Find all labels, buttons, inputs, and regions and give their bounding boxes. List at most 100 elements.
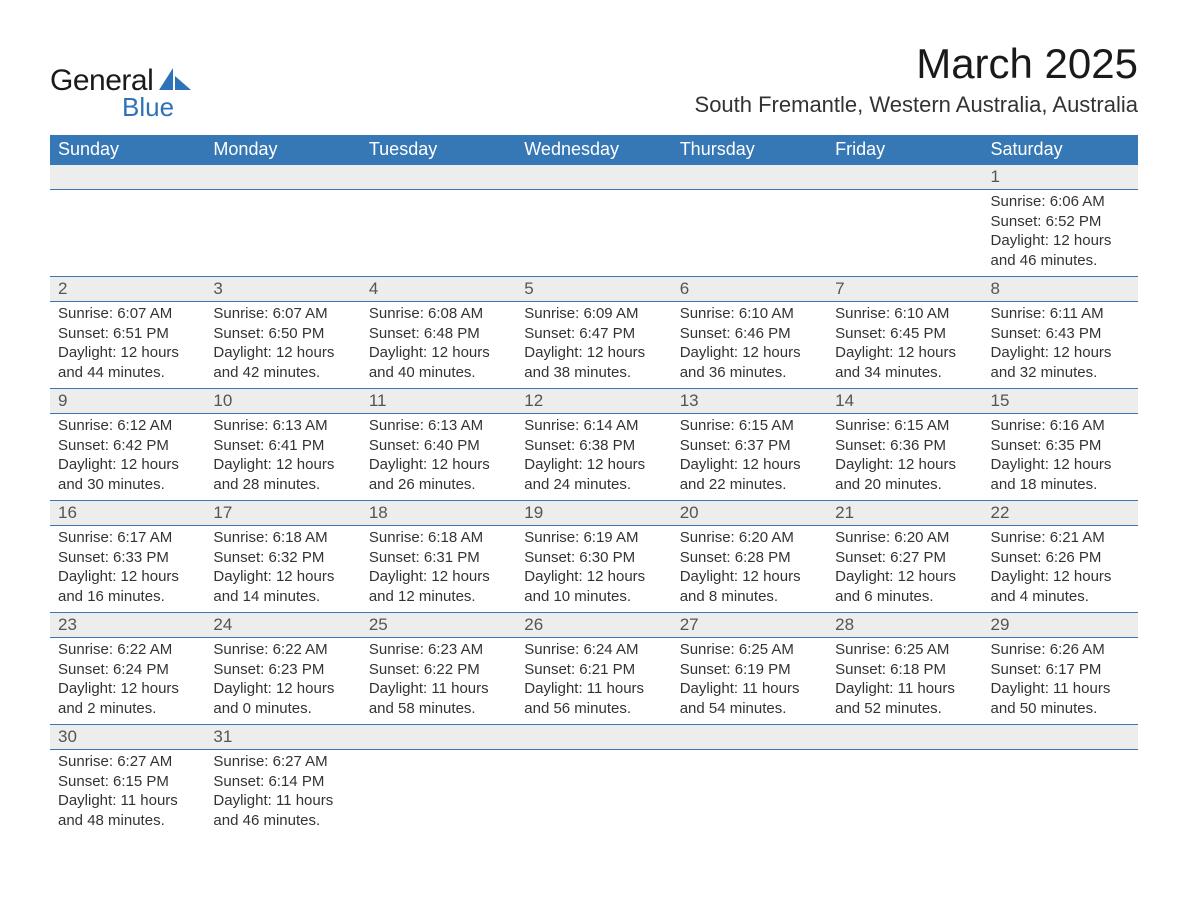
daylight-text: Daylight: 12 hours and 0 minutes.	[213, 679, 352, 718]
week-number-row: 16171819202122	[50, 501, 1138, 526]
calendar-cell-data	[516, 750, 671, 837]
sunrise-text: Sunrise: 6:27 AM	[58, 752, 197, 772]
sunset-text: Sunset: 6:23 PM	[213, 660, 352, 680]
sunset-text: Sunset: 6:31 PM	[369, 548, 508, 568]
calendar-cell-data: Sunrise: 6:17 AMSunset: 6:33 PMDaylight:…	[50, 526, 205, 613]
daylight-text: Daylight: 12 hours and 26 minutes.	[369, 455, 508, 494]
day-number: 18	[361, 501, 516, 525]
daylight-text: Daylight: 12 hours and 40 minutes.	[369, 343, 508, 382]
calendar-cell-number	[827, 725, 982, 750]
logo-sail-icon	[159, 68, 191, 95]
day-data: Sunrise: 6:11 AMSunset: 6:43 PMDaylight:…	[983, 302, 1138, 388]
day-data: Sunrise: 6:22 AMSunset: 6:24 PMDaylight:…	[50, 638, 205, 724]
calendar-cell-number: 20	[672, 501, 827, 526]
week-data-row: Sunrise: 6:06 AMSunset: 6:52 PMDaylight:…	[50, 190, 1138, 277]
calendar-cell-data	[672, 190, 827, 277]
sunset-text: Sunset: 6:46 PM	[680, 324, 819, 344]
calendar-cell-data: Sunrise: 6:27 AMSunset: 6:15 PMDaylight:…	[50, 750, 205, 837]
day-data: Sunrise: 6:16 AMSunset: 6:35 PMDaylight:…	[983, 414, 1138, 500]
calendar-cell-number: 19	[516, 501, 671, 526]
daylight-text: Daylight: 11 hours and 56 minutes.	[524, 679, 663, 718]
calendar-cell-number	[827, 165, 982, 190]
day-number: 17	[205, 501, 360, 525]
day-data: Sunrise: 6:07 AMSunset: 6:51 PMDaylight:…	[50, 302, 205, 388]
daylight-text: Daylight: 12 hours and 20 minutes.	[835, 455, 974, 494]
sunrise-text: Sunrise: 6:22 AM	[213, 640, 352, 660]
week-data-row: Sunrise: 6:17 AMSunset: 6:33 PMDaylight:…	[50, 526, 1138, 613]
day-data: Sunrise: 6:27 AMSunset: 6:15 PMDaylight:…	[50, 750, 205, 836]
day-data: Sunrise: 6:13 AMSunset: 6:41 PMDaylight:…	[205, 414, 360, 500]
sunset-text: Sunset: 6:17 PM	[991, 660, 1130, 680]
day-number: 26	[516, 613, 671, 637]
calendar-cell-data: Sunrise: 6:07 AMSunset: 6:50 PMDaylight:…	[205, 302, 360, 389]
sunrise-text: Sunrise: 6:16 AM	[991, 416, 1130, 436]
calendar-cell-number	[205, 165, 360, 190]
calendar-cell-number: 23	[50, 613, 205, 638]
sunset-text: Sunset: 6:38 PM	[524, 436, 663, 456]
calendar-cell-number	[361, 725, 516, 750]
week-data-row: Sunrise: 6:12 AMSunset: 6:42 PMDaylight:…	[50, 414, 1138, 501]
daylight-text: Daylight: 12 hours and 22 minutes.	[680, 455, 819, 494]
day-number: 16	[50, 501, 205, 525]
sunrise-text: Sunrise: 6:10 AM	[835, 304, 974, 324]
sunset-text: Sunset: 6:28 PM	[680, 548, 819, 568]
daylight-text: Daylight: 12 hours and 2 minutes.	[58, 679, 197, 718]
sunrise-text: Sunrise: 6:10 AM	[680, 304, 819, 324]
day-header: Thursday	[672, 135, 827, 165]
calendar-cell-data	[672, 750, 827, 837]
day-number: 6	[672, 277, 827, 301]
calendar-cell-data	[516, 190, 671, 277]
location: South Fremantle, Western Australia, Aust…	[695, 92, 1138, 118]
sunrise-text: Sunrise: 6:27 AM	[213, 752, 352, 772]
sunrise-text: Sunrise: 6:18 AM	[213, 528, 352, 548]
calendar-cell-number	[672, 165, 827, 190]
day-data: Sunrise: 6:22 AMSunset: 6:23 PMDaylight:…	[205, 638, 360, 724]
calendar-cell-data	[827, 750, 982, 837]
calendar-cell-data	[827, 190, 982, 277]
day-number: 4	[361, 277, 516, 301]
day-data: Sunrise: 6:18 AMSunset: 6:32 PMDaylight:…	[205, 526, 360, 612]
calendar-cell-number: 4	[361, 277, 516, 302]
day-number	[672, 165, 827, 187]
calendar-cell-data: Sunrise: 6:22 AMSunset: 6:23 PMDaylight:…	[205, 638, 360, 725]
sunset-text: Sunset: 6:18 PM	[835, 660, 974, 680]
day-number: 21	[827, 501, 982, 525]
day-header: Tuesday	[361, 135, 516, 165]
calendar-cell-data: Sunrise: 6:06 AMSunset: 6:52 PMDaylight:…	[983, 190, 1138, 277]
day-data: Sunrise: 6:14 AMSunset: 6:38 PMDaylight:…	[516, 414, 671, 500]
week-number-row: 23242526272829	[50, 613, 1138, 638]
calendar-cell-number: 14	[827, 389, 982, 414]
day-number	[516, 165, 671, 187]
calendar-cell-number: 8	[983, 277, 1138, 302]
day-data	[983, 750, 1138, 828]
sunset-text: Sunset: 6:45 PM	[835, 324, 974, 344]
calendar-cell-data: Sunrise: 6:20 AMSunset: 6:28 PMDaylight:…	[672, 526, 827, 613]
sunrise-text: Sunrise: 6:11 AM	[991, 304, 1130, 324]
calendar-cell-number: 16	[50, 501, 205, 526]
day-number: 27	[672, 613, 827, 637]
day-number: 3	[205, 277, 360, 301]
sunrise-text: Sunrise: 6:19 AM	[524, 528, 663, 548]
sunset-text: Sunset: 6:42 PM	[58, 436, 197, 456]
day-data: Sunrise: 6:12 AMSunset: 6:42 PMDaylight:…	[50, 414, 205, 500]
calendar-cell-data: Sunrise: 6:13 AMSunset: 6:40 PMDaylight:…	[361, 414, 516, 501]
daylight-text: Daylight: 12 hours and 32 minutes.	[991, 343, 1130, 382]
calendar-cell-number: 24	[205, 613, 360, 638]
day-data: Sunrise: 6:21 AMSunset: 6:26 PMDaylight:…	[983, 526, 1138, 612]
sunset-text: Sunset: 6:15 PM	[58, 772, 197, 792]
calendar-cell-data: Sunrise: 6:08 AMSunset: 6:48 PMDaylight:…	[361, 302, 516, 389]
sunrise-text: Sunrise: 6:07 AM	[58, 304, 197, 324]
day-number: 12	[516, 389, 671, 413]
sunrise-text: Sunrise: 6:14 AM	[524, 416, 663, 436]
day-header-row: Sunday Monday Tuesday Wednesday Thursday…	[50, 135, 1138, 165]
calendar-cell-number: 25	[361, 613, 516, 638]
daylight-text: Daylight: 12 hours and 34 minutes.	[835, 343, 974, 382]
calendar-cell-number: 27	[672, 613, 827, 638]
week-number-row: 3031	[50, 725, 1138, 750]
sunset-text: Sunset: 6:51 PM	[58, 324, 197, 344]
sunrise-text: Sunrise: 6:15 AM	[680, 416, 819, 436]
sunrise-text: Sunrise: 6:13 AM	[369, 416, 508, 436]
sunrise-text: Sunrise: 6:22 AM	[58, 640, 197, 660]
day-header: Monday	[205, 135, 360, 165]
day-number: 8	[983, 277, 1138, 301]
